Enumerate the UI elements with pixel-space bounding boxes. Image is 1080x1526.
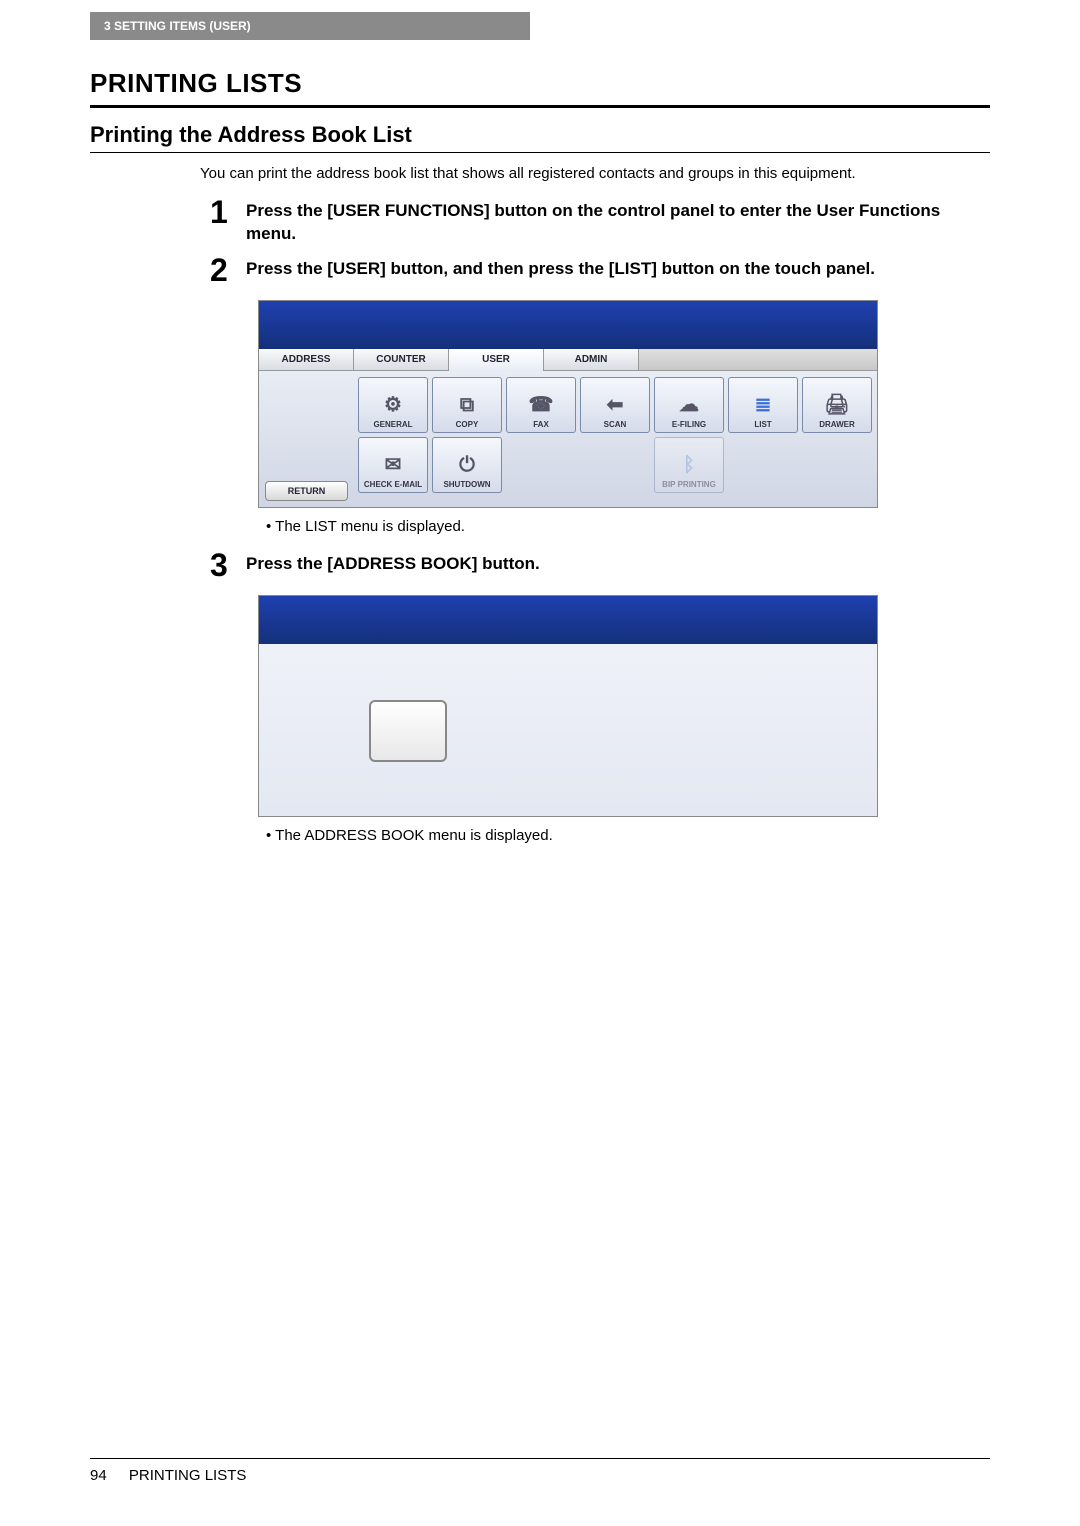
scan-button[interactable]: ⬅ SCAN [580,377,650,433]
step-number: 3 [210,549,246,581]
page-number: 94 [90,1467,107,1484]
step-text: Press the [USER FUNCTIONS] button on the… [246,198,990,246]
efiling-icon: ☁ [679,392,699,417]
btn-label: LIST [754,420,771,429]
shutdown-button[interactable]: ⏻ SHUTDOWN [432,437,502,493]
btn-label: FAX [533,420,549,429]
screenshot-1: ADDRESS COUNTER USER ADMIN RETURN ⚙ GENER… [258,300,990,508]
general-button[interactable]: ⚙ GENERAL [358,377,428,433]
step-number: 2 [210,254,246,286]
fax-button[interactable]: ☎ FAX [506,377,576,433]
rule [90,152,990,153]
btn-label: GENERAL [373,420,412,429]
page-footer: 94 PRINTING LISTS [90,1458,990,1484]
screenshot-titlebar [259,301,877,349]
step-number: 1 [210,196,246,228]
tab-user[interactable]: USER [449,349,544,371]
list-icon: ≣ [755,392,772,417]
btn-label: DRAWER [819,420,855,429]
btn-label: BIP PRINTING [662,480,716,489]
rule [90,105,990,108]
step-3: 3 Press the [ADDRESS BOOK] button. [210,551,990,581]
intro-paragraph: You can print the address book list that… [200,163,980,184]
return-button[interactable]: RETURN [265,481,348,501]
bluetooth-icon: ᛒ [683,454,695,477]
step-text: Press the [ADDRESS BOOK] button. [246,551,540,576]
list-button[interactable]: ≣ LIST [728,377,798,433]
tab-filler [639,349,877,371]
btn-label: SHUTDOWN [443,480,490,489]
copy-button[interactable]: ⧉ COPY [432,377,502,433]
tab-address[interactable]: ADDRESS [259,349,354,371]
note-2: The ADDRESS BOOK menu is displayed. [266,827,990,844]
step-text: Press the [USER] button, and then press … [246,256,875,281]
note-1: The LIST menu is displayed. [266,518,990,535]
btn-label: E-FILING [672,420,706,429]
section-title: PRINTING LISTS [90,68,990,99]
subsection-title: Printing the Address Book List [90,122,990,148]
bip-button[interactable]: ᛒ BIP PRINTING [654,437,724,493]
btn-label: SCAN [604,420,627,429]
tab-counter[interactable]: COUNTER [354,349,449,371]
chapter-header: 3 SETTING ITEMS (USER) [90,12,530,40]
step-2: 2 Press the [USER] button, and then pres… [210,256,990,286]
screenshot-titlebar [259,596,877,644]
screenshot-2 [258,595,990,817]
scan-icon: ⬅ [607,392,624,417]
shutdown-icon: ⏻ [459,454,475,477]
btn-label: CHECK E-MAIL [364,480,422,489]
checkemail-button[interactable]: ✉ CHECK E-MAIL [358,437,428,493]
step-1: 1 Press the [USER FUNCTIONS] button on t… [210,198,990,246]
fax-icon: ☎ [529,392,554,417]
copy-icon: ⧉ [460,394,474,417]
email-icon: ✉ [385,452,402,477]
btn-label: COPY [456,420,479,429]
tab-admin[interactable]: ADMIN [544,349,639,371]
address-book-button[interactable] [369,700,447,762]
drawer-button[interactable]: 🖨 DRAWER [802,377,872,433]
drawer-icon: 🖨 [824,392,849,417]
footer-title: PRINTING LISTS [129,1467,247,1484]
efiling-button[interactable]: ☁ E-FILING [654,377,724,433]
general-icon: ⚙ [384,392,402,417]
